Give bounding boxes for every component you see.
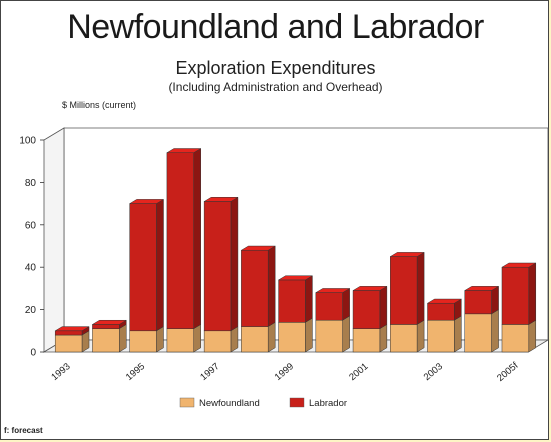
y-tick-label: 20 — [25, 305, 37, 316]
bar-segment-labrador-2003 — [427, 302, 455, 321]
bar-segment-newfoundland-1996-side — [193, 324, 201, 353]
bar-segment-labrador-2000 — [315, 292, 343, 321]
y-tick-label: 40 — [25, 263, 37, 274]
bar-segment-newfoundland-2000 — [315, 319, 343, 353]
bar-segment-newfoundland-1996 — [166, 328, 194, 353]
bar-segment-labrador-1995-top — [128, 199, 165, 204]
bar-segment-labrador-2000-top — [314, 288, 351, 293]
y-tick-label: 80 — [25, 178, 37, 189]
bar-segment-labrador-2001-side — [379, 285, 388, 330]
bar-segment-newfoundland-2005f — [501, 324, 530, 353]
bar-segment-labrador-1996 — [166, 152, 194, 329]
bar-segment-labrador-2001-top — [352, 286, 388, 291]
bar-segment-newfoundland-1994 — [92, 328, 120, 353]
y-tick-label: 60 — [25, 220, 37, 231]
bar-segment-labrador-1998 — [241, 249, 269, 327]
y-tick-label: 0 — [30, 348, 36, 359]
y-tick-label: 100 — [19, 136, 36, 147]
legend-swatch-labrador — [289, 397, 305, 408]
bar-segment-newfoundland-2002-side — [416, 319, 425, 353]
bar-segment-labrador-2002-top — [389, 252, 425, 257]
bar-segment-newfoundland-1993 — [54, 334, 83, 353]
bar-segment-labrador-2004-side — [491, 285, 499, 315]
bar-segment-labrador-1994-top — [91, 319, 128, 325]
bar-segment-newfoundland-2005f-side — [528, 319, 537, 353]
bar-segment-newfoundland-2000-side — [342, 315, 350, 353]
bar-segment-newfoundland-1998-side — [267, 321, 276, 353]
chart-title: Newfoundland and Labrador — [67, 8, 484, 46]
bar-segment-labrador-1993-top — [54, 326, 90, 332]
bar-segment-labrador-1999 — [278, 279, 306, 323]
x-tick-label: 1995 — [124, 361, 147, 383]
bar-segment-newfoundland-1999-side — [305, 317, 313, 353]
bar-segment-labrador-1997-side — [230, 196, 239, 332]
bar-segment-newfoundland-1999 — [278, 322, 306, 353]
bar-segment-newfoundland-1997 — [203, 330, 232, 353]
bar-segment-labrador-1997 — [203, 201, 232, 332]
bar-segment-labrador-2001 — [352, 290, 381, 329]
y-axis-label: $ Millions (current) — [62, 100, 137, 110]
bar-segment-labrador-1998-side — [267, 245, 276, 328]
bar-segment-labrador-1997-top — [203, 197, 239, 202]
x-tick-label: 1993 — [49, 361, 72, 383]
legend-label-labrador: Labrador — [309, 398, 347, 409]
bar-segment-labrador-2004 — [464, 290, 492, 315]
legend-label-newfoundland: Newfoundland — [199, 398, 260, 409]
chart-side-wall — [43, 127, 65, 353]
x-tick-label: 1999 — [273, 361, 296, 383]
chart-subtitle-note: (Including Administration and Overhead) — [168, 80, 383, 94]
bar-segment-newfoundland-2004 — [464, 313, 492, 353]
bar-segment-labrador-1995 — [129, 203, 157, 332]
bar-segment-labrador-2005f-top — [501, 262, 537, 268]
bar-segment-labrador-1993 — [54, 330, 83, 336]
bar-segment-newfoundland-2001-side — [379, 324, 388, 353]
bar-segment-newfoundland-2003 — [427, 319, 455, 353]
bar-segment-labrador-1998-top — [240, 245, 277, 251]
x-tick-label: 2001 — [347, 361, 370, 383]
bar-segment-newfoundland-2002 — [390, 324, 418, 353]
bar-segment-labrador-2005f-side — [528, 262, 537, 325]
bar-segment-labrador-1996-side — [193, 148, 201, 330]
bar-segment-labrador-2003-top — [426, 298, 463, 304]
bar-segment-labrador-2005f — [501, 266, 530, 325]
legend-swatch-newfoundland — [179, 397, 195, 408]
chart-subtitle: Exploration Expenditures — [175, 58, 376, 78]
bar-segment-labrador-1994 — [92, 324, 120, 329]
bar-segment-labrador-1995-side — [156, 198, 164, 332]
bar-segment-newfoundland-2001 — [352, 328, 381, 353]
bar-segment-labrador-2000-side — [342, 287, 350, 321]
bar-segment-labrador-2002 — [390, 256, 418, 325]
bar-segment-newfoundland-2003-side — [454, 315, 462, 353]
bar-segment-newfoundland-1995 — [129, 330, 157, 353]
bar-segment-labrador-1996-top — [166, 148, 202, 153]
x-tick-label: 2005f — [495, 360, 521, 384]
x-tick-label: 2003 — [422, 361, 445, 383]
bar-segment-newfoundland-2004-side — [491, 309, 499, 353]
forecast-footnote: f: forecast — [4, 426, 43, 435]
bar-segment-labrador-2002-side — [416, 251, 425, 325]
bar-segment-labrador-1999-side — [305, 275, 313, 323]
bar-segment-labrador-1999-top — [277, 275, 314, 281]
bar-segment-newfoundland-1994-side — [118, 324, 127, 353]
x-tick-label: 1997 — [198, 361, 221, 383]
bar-segment-newfoundland-1998 — [241, 326, 269, 353]
bar-segment-labrador-2004-top — [463, 286, 500, 291]
